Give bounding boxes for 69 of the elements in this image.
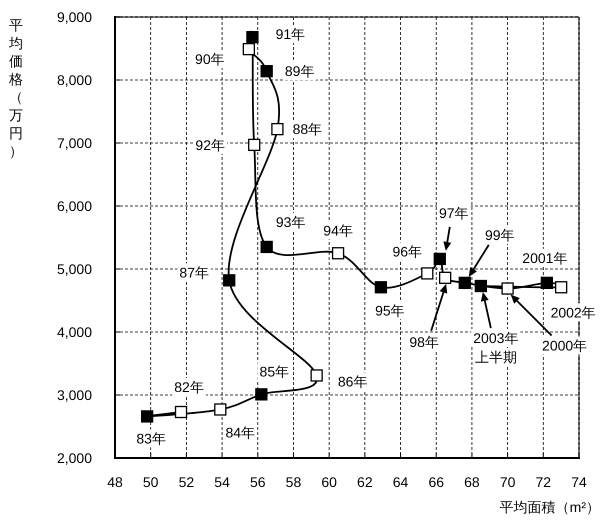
x-axis-title: 平均面積（m²） (500, 499, 600, 515)
point (458, 276, 471, 290)
x-tick-label: 54 (214, 474, 230, 490)
x-tick-label: 64 (392, 474, 409, 490)
point (214, 403, 226, 416)
annotation: 88年 (292, 121, 322, 138)
x-tick-label: 68 (464, 474, 480, 490)
x-tick-label: 50 (142, 474, 159, 490)
y-tick-label: 9,000 (56, 9, 92, 25)
annotation: 89年 (284, 63, 314, 80)
point (271, 122, 284, 136)
point (260, 65, 273, 78)
point (140, 410, 154, 423)
annotation: 86年 (338, 373, 368, 390)
x-tick-label: 72 (536, 474, 552, 490)
annotation: 94年 (323, 222, 353, 238)
y-tick-label: 8,000 (56, 72, 92, 88)
x-tick-label: 58 (286, 474, 302, 490)
annotation: 96年 (392, 243, 422, 260)
point (248, 138, 260, 152)
x-tick-label: 52 (178, 474, 194, 490)
x-tick-label: 74 (571, 474, 587, 490)
x-tick-label: 66 (428, 474, 444, 490)
y-tick-label: 5,000 (56, 261, 92, 277)
annotation: 95年 (375, 302, 405, 318)
annotation: 2002年 (550, 304, 596, 320)
annotation: 84年 (226, 424, 256, 440)
point (474, 280, 487, 292)
annotation: 99年 (484, 226, 515, 243)
annotation: 82年 (174, 379, 204, 396)
annotation: 上半期 (474, 349, 517, 366)
point (501, 282, 514, 295)
y-tick-label: 6,000 (56, 198, 92, 214)
annotation: 93年 (276, 214, 306, 230)
point (174, 406, 188, 418)
point (434, 252, 446, 266)
annotation: 87年 (179, 264, 210, 280)
point (223, 274, 236, 286)
annotation: 83年 (136, 430, 166, 446)
point (374, 281, 388, 294)
x-tick-label: 56 (250, 474, 266, 490)
x-tick-label: 62 (357, 474, 373, 490)
y-tick-label: 3,000 (56, 387, 92, 403)
annotation: 85年 (260, 363, 290, 380)
point (421, 267, 434, 280)
point (540, 276, 554, 290)
point (242, 42, 255, 56)
annotation: 97年 (439, 204, 469, 221)
x-tick-label: 70 (500, 474, 516, 490)
point (332, 247, 344, 260)
point (246, 31, 259, 44)
annotation: 91年 (276, 26, 306, 42)
point (310, 369, 323, 382)
annotation: 2003年 (473, 330, 518, 346)
annotation: 92年 (195, 136, 225, 153)
point (260, 240, 273, 254)
y-tick-label: 2,000 (56, 450, 92, 466)
annotation: 90年 (195, 51, 225, 68)
point (555, 281, 568, 294)
y-tick-label: 4,000 (56, 324, 92, 340)
point (255, 388, 268, 401)
annotation: 2000年 (542, 338, 588, 354)
x-tick-label: 60 (321, 474, 338, 490)
annotation: 2001年 (522, 250, 568, 266)
y-axis-title: 平均価格（万円） (8, 17, 23, 159)
x-tick-label: 48 (107, 474, 123, 490)
annotation: 98年 (409, 334, 439, 350)
y-tick-label: 7,000 (56, 135, 92, 151)
point (439, 272, 452, 284)
